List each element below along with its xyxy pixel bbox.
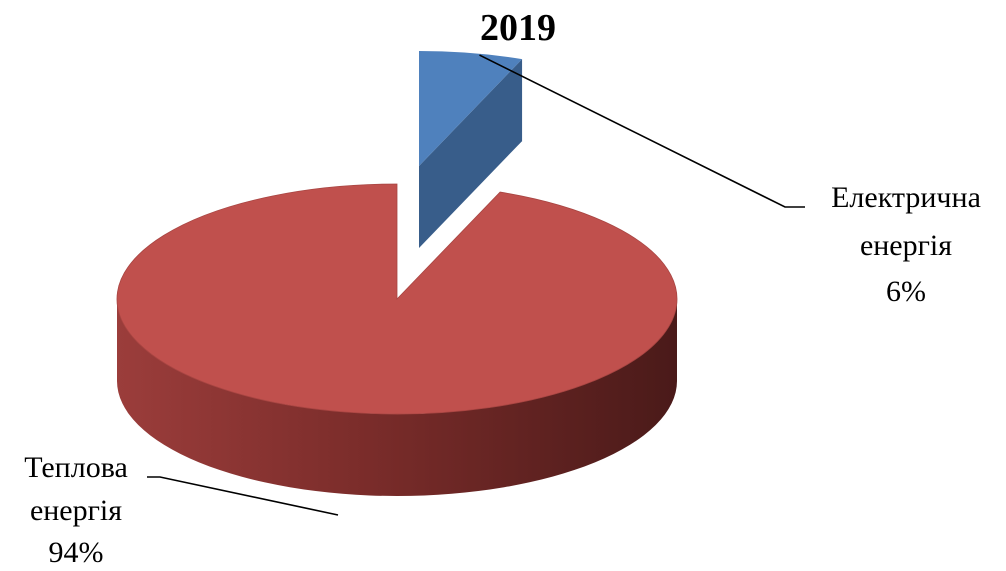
pie-slices — [116, 51, 678, 496]
thermal-slice-side — [117, 299, 677, 496]
thermal-slice — [116, 183, 678, 415]
electric-slice-side — [419, 59, 523, 249]
thermal-label-line-2: 94% — [49, 536, 104, 566]
electric-label-line-2: 6% — [886, 275, 926, 308]
electric-leader-line — [479, 54, 805, 208]
slice-labels: Електрична енергія 6% Теплова енергія 94% — [24, 54, 981, 569]
electric-label-line-1: енергія — [860, 229, 952, 262]
thermal-label-line-0: Теплова — [24, 451, 128, 484]
thermal-leader-line — [147, 476, 339, 516]
thermal-label-line-1: енергія — [30, 494, 122, 527]
chart-title: 2019 — [480, 7, 556, 49]
electric-label-line-0: Електрична — [831, 181, 981, 214]
electric-slice — [419, 51, 523, 166]
